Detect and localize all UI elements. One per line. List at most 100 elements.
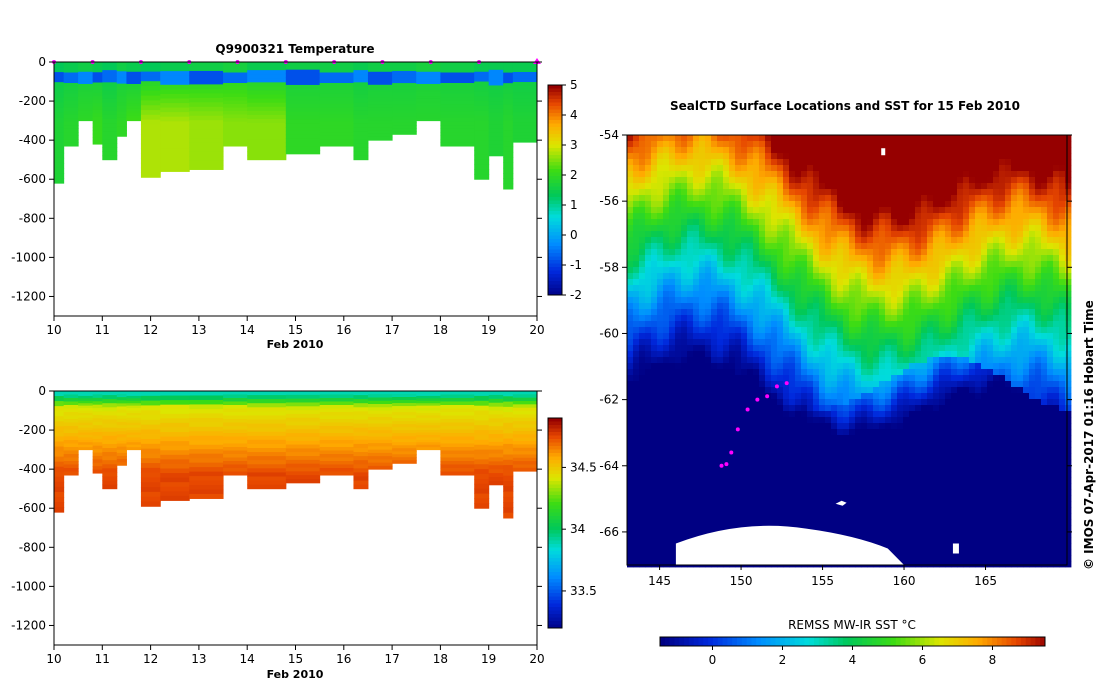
sst-cell — [921, 393, 928, 400]
sst-cell — [825, 165, 832, 172]
sst-cell — [765, 333, 772, 340]
sst-cell — [831, 237, 838, 244]
sst-cell — [645, 387, 652, 394]
sst-cell — [963, 291, 970, 298]
sst-cell — [921, 333, 928, 340]
section-cell — [223, 450, 248, 455]
sst-cell — [831, 387, 838, 394]
sst-cell — [639, 261, 646, 268]
sst-cell — [699, 339, 706, 346]
temperature-cells — [54, 62, 538, 190]
sst-cell — [783, 231, 790, 238]
sst-cell — [855, 255, 862, 262]
sst-cell — [1053, 339, 1060, 346]
section-cell — [140, 62, 161, 68]
sst-cell — [861, 213, 868, 220]
section-cell — [353, 151, 369, 157]
colorbar-swatch — [548, 460, 562, 464]
sst-cell — [921, 261, 928, 268]
sst-cell — [861, 267, 868, 274]
sst-cell — [789, 297, 796, 304]
sst-cell — [855, 393, 862, 400]
sst-cell — [861, 297, 868, 304]
sst-cell — [903, 237, 910, 244]
sst-cell — [915, 189, 922, 196]
sst-cell — [903, 141, 910, 148]
x-tick-label: 18 — [433, 652, 448, 666]
sst-cell — [741, 249, 748, 256]
sst-cell — [807, 225, 814, 232]
sst-cell — [831, 225, 838, 232]
sst-cell — [669, 135, 676, 142]
sst-cell — [699, 183, 706, 190]
sst-cell — [993, 231, 1000, 238]
sst-cell — [921, 153, 928, 160]
sst-cell — [639, 285, 646, 292]
section-cell — [102, 106, 118, 112]
sst-cell — [951, 249, 958, 256]
sst-cell — [843, 249, 850, 256]
sst-cell — [735, 159, 742, 166]
sst-cell — [627, 135, 634, 142]
sst-cell — [1011, 213, 1018, 220]
section-cell — [416, 62, 441, 65]
sst-cell — [705, 411, 712, 418]
sst-cell — [675, 273, 682, 280]
section-cell — [189, 66, 224, 72]
sst-cell — [789, 321, 796, 328]
sst-cell — [819, 369, 826, 376]
section-cell — [247, 464, 287, 469]
section-cell — [353, 131, 369, 136]
sst-cell — [831, 405, 838, 412]
sst-cell — [963, 327, 970, 334]
sst-cell — [633, 213, 640, 220]
sst-cell — [627, 171, 634, 178]
sst-cell — [855, 177, 862, 184]
y-tick-label: 0 — [38, 384, 46, 398]
sst-cell — [693, 399, 700, 406]
sst-cell — [687, 357, 694, 364]
sst-cell — [693, 285, 700, 292]
x-tick-label: 20 — [529, 652, 544, 666]
sst-cell — [783, 417, 790, 424]
section-cell — [102, 90, 118, 96]
sst-cell — [1059, 351, 1066, 358]
sst-cell — [1041, 279, 1048, 286]
sst-cell — [897, 135, 904, 142]
sst-cell — [1047, 303, 1054, 310]
section-cell — [503, 136, 514, 142]
sst-cell — [1011, 297, 1018, 304]
section-cell — [474, 66, 490, 73]
sst-cell — [681, 255, 688, 262]
sst-cell — [903, 273, 910, 280]
section-cell — [63, 443, 79, 448]
sst-cell — [933, 345, 940, 352]
colorbar-swatch — [548, 239, 562, 243]
sst-cell — [879, 267, 886, 274]
sst-cell — [921, 165, 928, 172]
sst-cell — [885, 225, 892, 232]
sst-cell — [999, 279, 1006, 286]
sst-cell — [663, 135, 670, 142]
section-cell — [440, 457, 475, 462]
sst-cell — [981, 309, 988, 316]
sst-cell — [687, 339, 694, 346]
section-cell — [285, 417, 321, 423]
section-cell — [160, 468, 190, 474]
section-cell — [92, 85, 103, 90]
sst-cell — [1017, 249, 1024, 256]
sst-cell — [765, 267, 772, 274]
sst-cell — [753, 213, 760, 220]
section-cell — [63, 72, 79, 77]
sst-cell — [1047, 417, 1054, 424]
sst-cell — [663, 387, 670, 394]
section-cell — [488, 81, 504, 86]
colorbar-swatch — [548, 491, 562, 496]
sst-cell — [783, 393, 790, 400]
sst-cell — [987, 285, 994, 292]
sst-cell — [729, 267, 736, 274]
sst-cell — [987, 135, 994, 142]
sst-cell — [633, 339, 640, 346]
sst-cell — [1041, 153, 1048, 160]
sst-cell — [813, 327, 820, 334]
